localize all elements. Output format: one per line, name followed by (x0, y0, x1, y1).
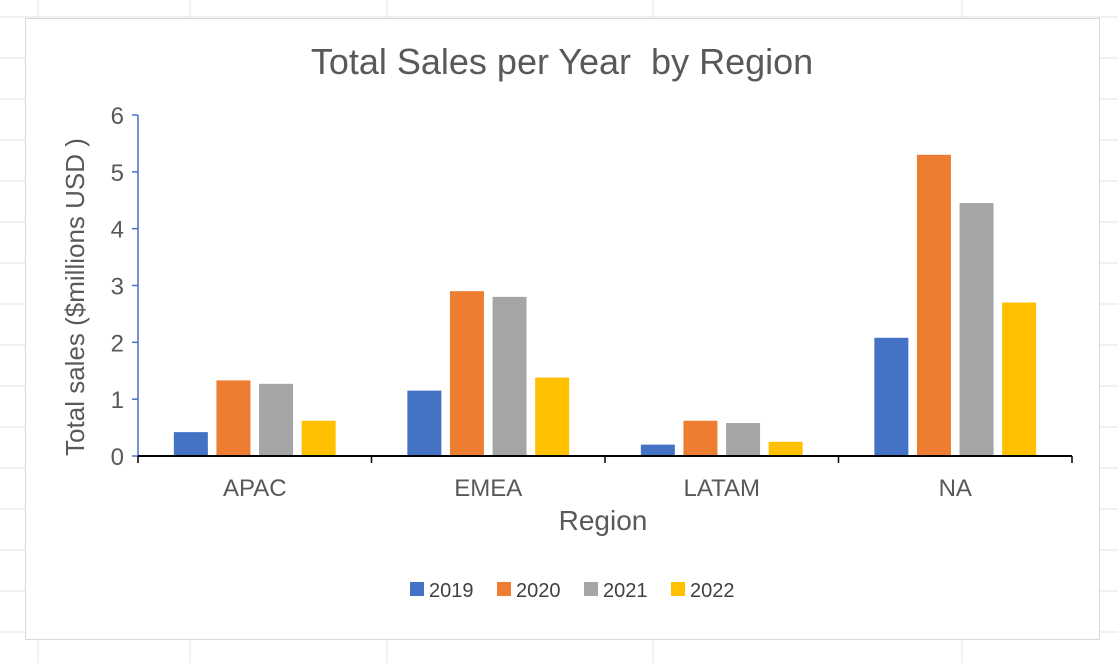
legend: 2019 2020 2021 2022 (410, 580, 735, 602)
legend-item-2022[interactable]: 2022 (671, 580, 735, 602)
bar-emea-2022[interactable] (535, 377, 570, 456)
legend-swatch (410, 582, 424, 596)
legend-label: 2019 (429, 580, 474, 602)
bar-apac-2020[interactable] (216, 380, 251, 456)
bar-apac-2021[interactable] (259, 383, 294, 456)
bar-emea-2019[interactable] (407, 390, 442, 456)
x-tick-label: APAC (223, 475, 287, 502)
legend-item-2020[interactable]: 2020 (497, 580, 561, 602)
bar-apac-2019[interactable] (173, 432, 208, 456)
bar-apac-2022[interactable] (301, 420, 336, 456)
y-axis-title: Total sales ($millions USD ) (60, 138, 90, 456)
x-tick-label: EMEA (454, 475, 522, 502)
y-tick-label: 3 (111, 274, 124, 301)
y-tick-label: 0 (111, 444, 124, 471)
legend-item-2021[interactable]: 2021 (584, 580, 648, 602)
chart-title: Total Sales per Year by Region (311, 41, 813, 82)
x-axis-title: Region (559, 505, 648, 536)
bar-na-2022[interactable] (1002, 302, 1037, 456)
legend-swatch (497, 582, 511, 596)
y-tick-label: 4 (111, 217, 124, 244)
bar-latam-2020[interactable] (683, 420, 718, 456)
legend-label: 2020 (516, 580, 561, 602)
y-tick-label: 6 (111, 103, 124, 130)
bar-emea-2021[interactable] (492, 296, 527, 456)
x-tick-label: LATAM (684, 475, 760, 502)
bar-na-2019[interactable] (874, 337, 909, 456)
bar-latam-2021[interactable] (726, 423, 761, 456)
bar-na-2020[interactable] (916, 154, 951, 457)
bar-latam-2022[interactable] (768, 441, 803, 456)
legend-swatch (671, 582, 685, 596)
bar-latam-2019[interactable] (640, 444, 675, 456)
legend-label: 2021 (603, 580, 648, 602)
bar-na-2021[interactable] (959, 203, 994, 456)
legend-label: 2022 (690, 580, 735, 602)
x-tick-label: NA (939, 475, 972, 502)
y-tick-label: 1 (111, 387, 124, 414)
y-tick-label: 2 (111, 330, 124, 357)
legend-item-2019[interactable]: 2019 (410, 580, 474, 602)
bar-emea-2020[interactable] (449, 291, 484, 456)
y-tick-label: 5 (111, 160, 124, 187)
legend-swatch (584, 582, 598, 596)
